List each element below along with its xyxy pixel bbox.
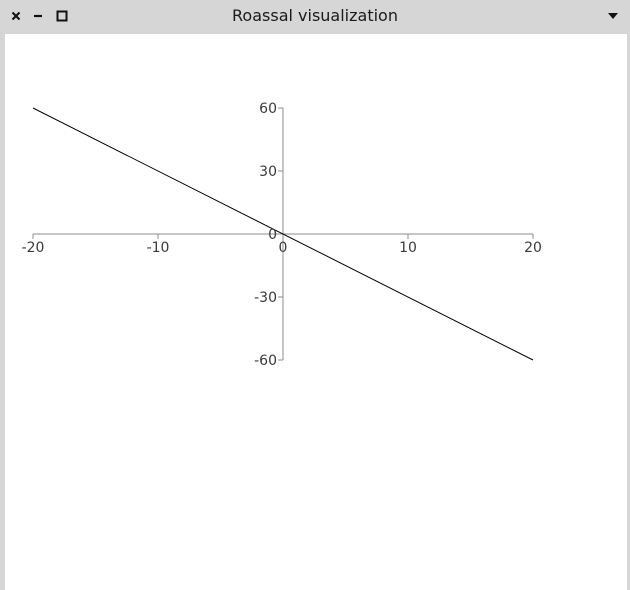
series-layer — [32, 107, 534, 361]
minimize-button[interactable] — [29, 7, 47, 25]
tick-labels: -20 -10 0 10 20 60 30 0 -30 -60 — [22, 101, 542, 369]
y-tick-label: 60 — [259, 101, 277, 117]
x-tick-label: -20 — [22, 240, 45, 256]
maximize-icon — [56, 10, 68, 22]
window-menu-button[interactable] — [606, 9, 620, 23]
x-tick-label: 0 — [279, 240, 288, 256]
chevron-down-icon — [608, 13, 618, 19]
visualization-canvas[interactable]: -20 -10 0 10 20 60 30 0 -30 -60 — [5, 34, 627, 590]
series-line-0 — [32, 107, 534, 361]
window-title: Roassal visualization — [232, 6, 398, 25]
y-tick-label: 0 — [268, 227, 277, 243]
x-tick-label: 20 — [524, 240, 542, 256]
y-tick-label: -60 — [254, 353, 277, 369]
x-tick-label: -10 — [147, 240, 170, 256]
close-icon — [11, 11, 21, 21]
minimize-icon — [34, 14, 42, 18]
window-titlebar[interactable]: Roassal visualization — [0, 0, 630, 34]
y-tick-label: -30 — [254, 290, 277, 306]
maximize-button[interactable] — [53, 7, 71, 25]
y-tick-label: 30 — [259, 164, 277, 180]
x-tick-label: 10 — [399, 240, 417, 256]
close-button[interactable] — [7, 7, 25, 25]
line-plot[interactable]: -20 -10 0 10 20 60 30 0 -30 -60 — [5, 34, 627, 590]
